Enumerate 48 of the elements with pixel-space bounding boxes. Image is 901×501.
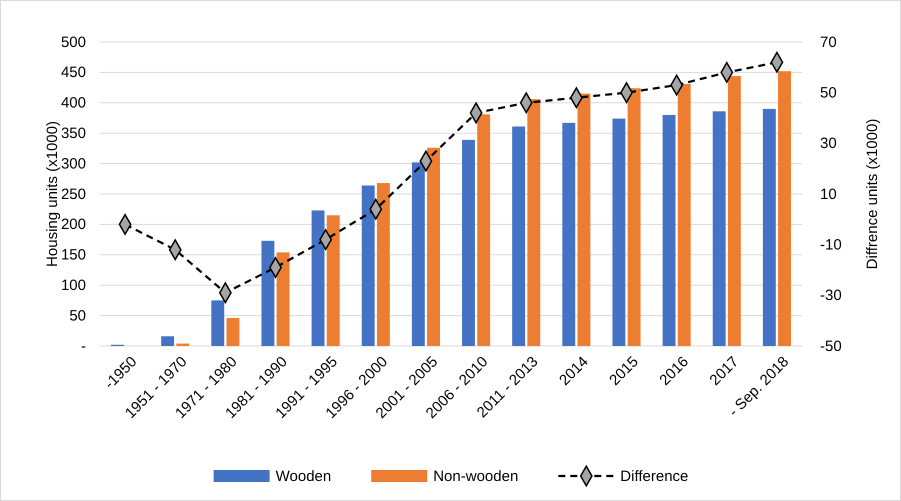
y-tick-label: 50: [69, 307, 86, 324]
y2-tick-label: 30: [820, 135, 837, 152]
bar: [312, 210, 325, 346]
bar: [778, 71, 791, 346]
y-tick-label: 300: [60, 155, 86, 172]
y2-tick-label: 10: [820, 186, 837, 203]
bar: [462, 140, 475, 346]
legend-label: Difference: [620, 468, 688, 485]
bar: [512, 126, 526, 346]
y2-tick-label: -50: [820, 338, 842, 355]
y-axis-title: Housing units (x1000): [44, 121, 61, 267]
bar: [276, 252, 290, 346]
y-tick-label: 350: [60, 125, 86, 142]
bar: [678, 84, 691, 346]
y-tick-label: 150: [60, 246, 86, 264]
legend-label: Wooden: [276, 468, 332, 485]
bar: [728, 76, 741, 346]
bar: [562, 122, 576, 346]
bar: [762, 108, 776, 346]
bar: [477, 114, 490, 346]
legend-label: Non-wooden: [433, 468, 518, 485]
bar: [161, 336, 174, 346]
y-tick-label: -: [81, 338, 86, 355]
bar: [362, 185, 375, 346]
bar: [412, 162, 425, 346]
bar: [376, 183, 390, 346]
bar: [226, 318, 240, 346]
bar: [326, 215, 340, 346]
bar: [662, 114, 676, 346]
bar: [712, 111, 726, 346]
y2-tick-label: 50: [820, 84, 837, 102]
bar: [628, 88, 641, 346]
y-tick-label: 450: [60, 64, 86, 82]
bar: [612, 118, 626, 346]
bar: [577, 94, 590, 346]
y-tick-label: 200: [60, 216, 86, 234]
y2-tick-label: -30: [820, 287, 842, 304]
bar: [427, 148, 440, 346]
bar: [527, 99, 540, 346]
y-tick-label: 100: [60, 277, 86, 294]
bar: [261, 240, 274, 346]
bar: [211, 300, 224, 346]
y2-axis-title: Diffrence units (x1000): [864, 118, 881, 270]
y2-tick-label: -10: [820, 236, 842, 254]
y2-tick-label: 70: [820, 34, 837, 51]
y-tick-label: 250: [60, 186, 86, 203]
y-tick-label: 500: [60, 34, 86, 51]
y-tick-label: 400: [60, 94, 86, 112]
